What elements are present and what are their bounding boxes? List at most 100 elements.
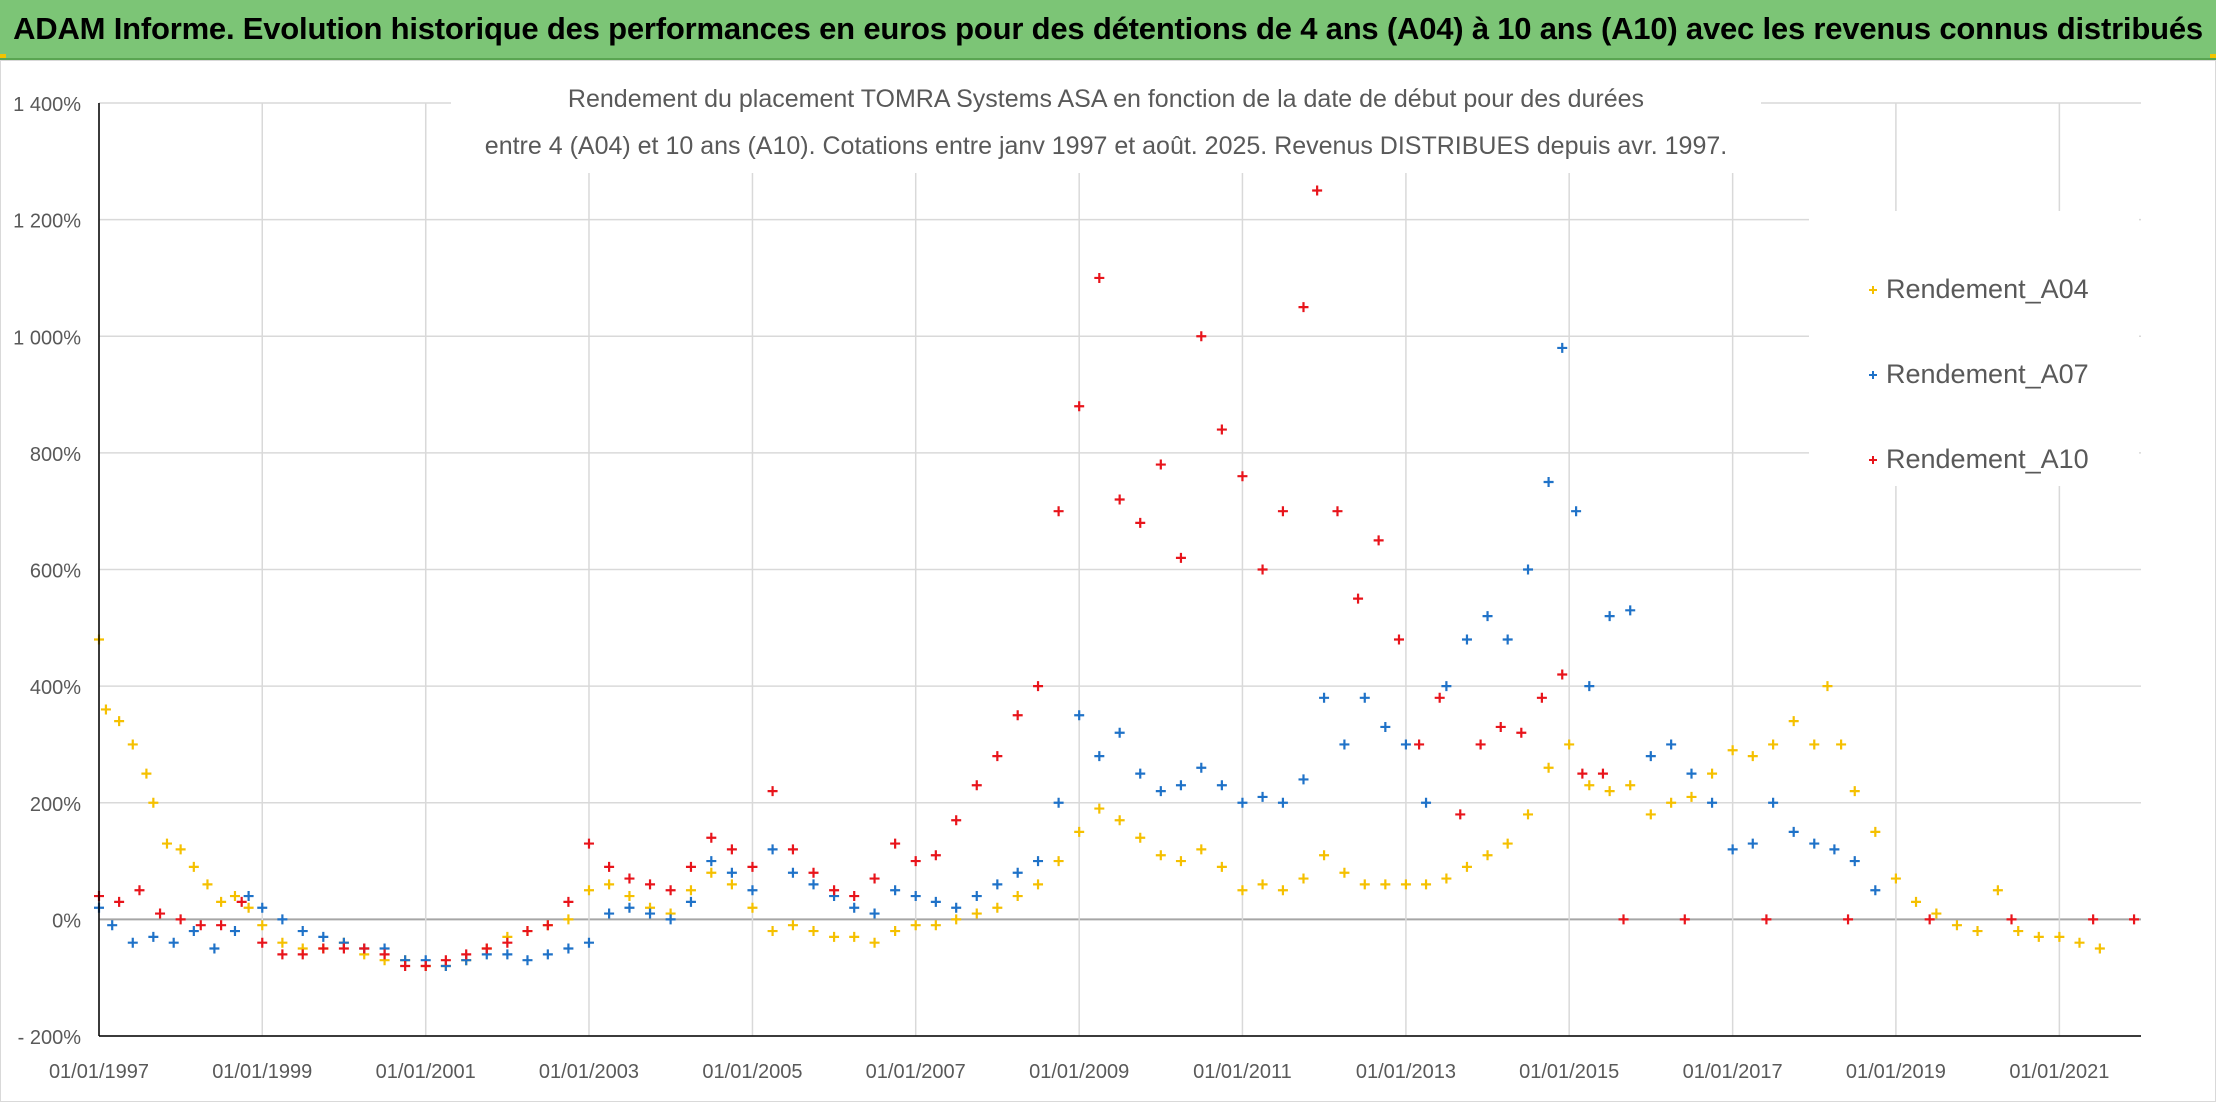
data-point bbox=[1495, 721, 1506, 732]
data-point bbox=[229, 891, 240, 902]
data-point bbox=[1482, 850, 1493, 861]
data-point bbox=[604, 879, 615, 890]
data-point bbox=[645, 879, 656, 890]
data-point bbox=[542, 949, 553, 960]
data-point bbox=[257, 902, 268, 913]
data-point bbox=[1400, 739, 1411, 750]
data-point bbox=[787, 920, 798, 931]
data-point bbox=[1114, 494, 1125, 505]
data-point bbox=[229, 926, 240, 937]
y-tick-label: 200% bbox=[30, 794, 81, 816]
scatter-chart: - 200% 0% 200% 400% 600% 800% 1 000% 1 200% 1 40… bbox=[13, 61, 2141, 1083]
x-tick-label: 01/01/2017 bbox=[1683, 1061, 1783, 1083]
data-point bbox=[1890, 873, 1901, 884]
x-tick-label: 01/01/2015 bbox=[1519, 1061, 1619, 1083]
data-point bbox=[114, 716, 125, 727]
data-point bbox=[127, 937, 138, 948]
data-point bbox=[624, 891, 635, 902]
legend-backdrop bbox=[1809, 211, 2139, 486]
data-point bbox=[563, 943, 574, 954]
data-point bbox=[1441, 873, 1452, 884]
data-point bbox=[1577, 768, 1588, 779]
data-point bbox=[1516, 727, 1527, 738]
data-point bbox=[522, 955, 533, 966]
data-point bbox=[1809, 838, 1820, 849]
data-point bbox=[829, 885, 840, 896]
data-point bbox=[1332, 506, 1343, 517]
data-point bbox=[1747, 838, 1758, 849]
x-tick-label: 01/01/2019 bbox=[1846, 1061, 1946, 1083]
data-point bbox=[1033, 681, 1044, 692]
x-tick-label: 01/01/2021 bbox=[2009, 1061, 2109, 1083]
data-point bbox=[1455, 809, 1466, 820]
data-point bbox=[2033, 931, 2044, 942]
data-point bbox=[706, 867, 717, 878]
data-point bbox=[1502, 634, 1513, 645]
data-point bbox=[318, 943, 329, 954]
data-point bbox=[1393, 634, 1404, 645]
data-point bbox=[1012, 891, 1023, 902]
x-tick-label: 01/01/2007 bbox=[866, 1061, 966, 1083]
data-point bbox=[188, 926, 199, 937]
data-point bbox=[1053, 856, 1064, 867]
data-point bbox=[1843, 914, 1854, 925]
data-point bbox=[1414, 739, 1425, 750]
data-point bbox=[1175, 552, 1186, 563]
data-point bbox=[604, 908, 615, 919]
y-tick-label: 400% bbox=[30, 677, 81, 699]
data-point bbox=[243, 891, 254, 902]
data-point bbox=[1441, 681, 1452, 692]
data-point bbox=[747, 861, 758, 872]
data-point bbox=[277, 949, 288, 960]
data-point bbox=[420, 961, 431, 972]
data-point bbox=[2129, 914, 2140, 925]
data-point bbox=[1094, 272, 1105, 283]
data-point bbox=[910, 856, 921, 867]
data-point bbox=[1175, 780, 1186, 791]
data-point bbox=[1155, 459, 1166, 470]
data-point bbox=[1114, 815, 1125, 826]
data-point bbox=[1298, 774, 1309, 785]
banner-accent-right bbox=[2210, 54, 2216, 58]
data-point bbox=[1298, 302, 1309, 313]
data-point bbox=[277, 937, 288, 948]
data-point bbox=[849, 931, 860, 942]
data-point bbox=[209, 943, 220, 954]
data-point bbox=[1216, 424, 1227, 435]
data-point bbox=[1564, 739, 1575, 750]
data-point bbox=[1747, 751, 1758, 762]
banner-accent-left bbox=[0, 54, 6, 58]
data-point bbox=[2013, 926, 2024, 937]
data-point bbox=[141, 768, 152, 779]
data-point bbox=[107, 920, 118, 931]
data-point bbox=[1373, 535, 1384, 546]
data-point bbox=[910, 891, 921, 902]
data-point bbox=[1319, 692, 1330, 703]
data-point bbox=[869, 873, 880, 884]
data-point bbox=[1822, 681, 1833, 692]
data-point bbox=[114, 896, 125, 907]
data-point bbox=[1604, 786, 1615, 797]
data-point bbox=[257, 937, 268, 948]
data-point bbox=[243, 902, 254, 913]
data-point bbox=[1829, 844, 1840, 855]
data-point bbox=[1645, 751, 1656, 762]
data-point bbox=[1175, 856, 1186, 867]
data-point bbox=[1400, 879, 1411, 890]
data-point bbox=[930, 920, 941, 931]
data-point bbox=[1543, 762, 1554, 773]
data-point bbox=[1666, 797, 1677, 808]
data-point bbox=[1475, 739, 1486, 750]
data-point bbox=[971, 891, 982, 902]
data-point bbox=[829, 931, 840, 942]
data-point bbox=[1074, 401, 1085, 412]
data-point bbox=[1931, 908, 1942, 919]
x-tick-label: 01/01/2003 bbox=[539, 1061, 639, 1083]
data-point bbox=[1571, 506, 1582, 517]
report-banner: ADAM Informe. Evolution historique des p… bbox=[0, 0, 2216, 60]
data-point bbox=[604, 861, 615, 872]
legend: Rendement_A04 Rendement_A07 Rendement_A10 bbox=[1869, 274, 2089, 474]
data-point bbox=[100, 704, 111, 715]
series-Rendement_A04 bbox=[94, 634, 2105, 972]
y-tick-label: 1 200% bbox=[13, 211, 81, 233]
